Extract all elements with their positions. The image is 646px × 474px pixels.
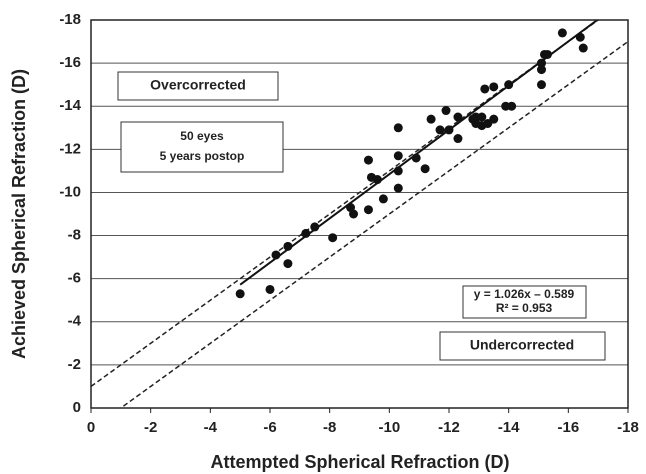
point [441,106,451,116]
y-tick-label: -14 [59,97,81,114]
annotation: Undercorrected [470,337,574,353]
point [393,183,403,193]
point [378,194,388,204]
point [477,112,487,122]
point [283,241,293,251]
x-tick-label: -6 [263,419,276,436]
point [328,233,338,243]
point [363,205,373,215]
point [283,259,293,269]
point [310,222,320,232]
point [542,49,552,59]
point [453,112,463,122]
annotation: Overcorrected [150,77,246,93]
points [235,28,588,299]
y-axis-label: Achieved Spherical Refraction (D) [9,69,29,359]
point [426,114,436,124]
point [271,250,281,260]
point [489,82,499,92]
point [435,125,445,135]
y-tick-label: -2 [68,356,81,373]
point [265,284,275,294]
annotation-box [439,331,606,361]
point [393,123,403,133]
annotation: 5 years postop [160,149,245,163]
point [372,175,382,185]
point [411,153,421,163]
y-tick-label: -4 [68,313,82,330]
y-tick-label: -6 [68,270,81,287]
x-tick-label: -14 [498,419,520,436]
x-axis-label: Attempted Spherical Refraction (D) [210,452,509,472]
annotation-box [117,71,279,101]
x-tick-label: -2 [144,419,157,436]
point [489,114,499,124]
annotation-box [120,121,284,173]
x-tick-label: -4 [204,419,218,436]
point [536,65,546,75]
point [536,80,546,90]
annotation: 50 eyes [180,129,224,143]
reference-line [119,40,628,408]
point [504,80,514,90]
point [235,289,245,299]
point [575,32,585,42]
point [507,101,517,111]
y-tick-label: -10 [59,183,81,200]
point [301,228,311,238]
annotation: y = 1.026x – 0.589 [474,287,575,301]
point [444,125,454,135]
point [363,155,373,165]
y-tick-label: -18 [59,11,81,28]
point [480,84,490,94]
x-tick-label: -18 [617,419,639,436]
point [349,209,359,219]
point [393,151,403,161]
x-tick-label: -10 [378,419,400,436]
annotation: R² = 0.953 [496,301,553,315]
y-tick-label: -12 [59,140,81,157]
point [420,164,430,174]
annotation-box [462,285,587,319]
point [536,58,546,68]
point [393,166,403,176]
plot-frame [90,19,629,409]
point [453,134,463,144]
point [557,28,567,38]
y-tick-label: -16 [59,54,81,71]
x-tick-label: -16 [557,419,579,436]
y-tick-label: -8 [68,227,81,244]
y-tick-label: 0 [73,399,81,416]
x-tick-label: -12 [438,419,460,436]
point [578,43,588,53]
x-tick-label: 0 [87,419,95,436]
x-tick-label: -8 [323,419,336,436]
